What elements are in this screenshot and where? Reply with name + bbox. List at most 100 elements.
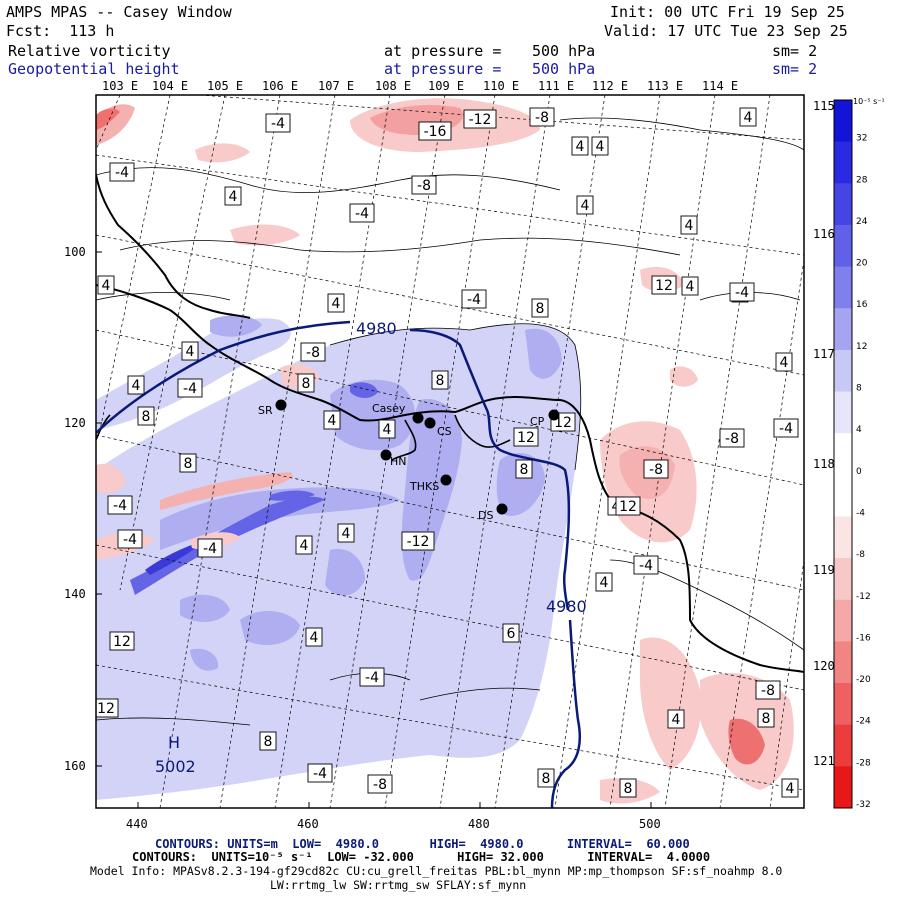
vorticity-label-box [781,778,799,798]
vorticity-label-text: -4 [203,541,217,557]
footer-model-physics: LW:rrtmg_lw SW:rrtmg_sw SFLAY:sf_mynn [270,878,527,892]
colorbar-swatch [834,266,852,309]
top-lon-label: 105 E [207,79,243,93]
vorticity-label-text: -16 [424,124,447,140]
init-time: Init: 00 UTC Fri 19 Sep 25 [610,3,845,21]
vorticity-label-box [775,352,793,372]
vorticity-label-box [137,406,155,426]
vorticity-label-box [349,203,375,223]
footer-height-high: HIGH= 4980.0 [429,837,524,851]
footer-vort-low: LOW= -32.000 [327,850,414,864]
vorticity-label-box [411,175,437,195]
top-lon-label: 114 E [702,79,738,93]
vorticity-label-box [359,667,385,687]
colorbar-frame [833,99,853,809]
top-lon-label: 112 E [592,79,628,93]
vorticity-label-text: 12 [619,499,637,515]
footer-height-low: LOW= 4980.0 [292,837,379,851]
vorticity-label-text: 12 [655,278,673,294]
vorticity-label-box [181,341,199,361]
field1-name: Relative vorticity [8,42,171,60]
vorticity-label-box [463,109,497,129]
colorbar-tick: -12 [856,592,871,602]
vorticity-label-text: 12 [97,701,115,717]
station-marker [548,409,560,421]
vorticity-label-text: -8 [373,777,387,793]
forecast-hour: Fcst: 113 h [6,22,115,40]
vorticity-label-box [96,698,119,718]
vorticity-label-box [259,731,277,751]
vorticity-label-box [643,459,669,479]
vorticity-label-text: -4 [355,206,369,222]
vorticity-label-text: -4 [639,558,653,574]
vorticity-label-box [757,708,775,728]
vorticity-label-box [755,680,781,700]
station-marker [275,399,287,411]
vorticity-label-box [109,162,135,182]
colorbar-swatch [834,100,852,143]
field1-pressure-label: at pressure = [384,42,502,60]
colorbar-swatch [834,433,852,476]
footer-height-label: CONTOURS: [155,837,221,851]
vorticity-label-box [615,496,641,516]
vorticity-label-box [224,186,242,206]
colorbar-tick: 16 [856,300,868,310]
vorticity-label-text: 4 [342,526,351,542]
vorticity-label-text: 8 [142,409,151,425]
vorticity-label-box [327,293,345,313]
vorticity-label-text: 8 [520,462,529,478]
vorticity-label-text: 8 [264,734,273,750]
high-pressure-symbol: H [168,733,180,752]
vorticity-label-box [300,342,326,362]
vorticity-labels: -4-16-12-84-44-844-4444-441244-884-48844… [96,107,799,798]
vorticity-label-box [502,623,520,643]
vorticity-label-box [177,378,203,398]
colorbar-tick: 12 [856,342,867,352]
vorticity-label-text: -4 [115,165,129,181]
valid-time: Valid: 17 UTC Tue 23 Sep 25 [604,22,848,40]
vorticity-label-text: -8 [725,431,739,447]
vorticity-label-box [378,419,396,439]
station-label: DS [478,509,493,522]
vorticity-label-box [265,113,291,133]
vorticity-label-text: -12 [469,112,492,128]
vorticity-label-text: 4 [685,218,694,234]
colorbar-tick: -16 [856,633,871,643]
field2-smoothing: sm= 2 [772,60,818,78]
top-lon-label: 109 E [428,79,464,93]
vorticity-label-text: 6 [507,626,516,642]
vorticity-label-text: 8 [436,373,445,389]
vorticity-label-box [515,459,533,479]
colorbar-tick: 24 [856,217,868,227]
height-label-4980-north: 4980 [356,319,397,338]
colorbar-tick: 4 [856,425,862,435]
footer-model-info: Model Info: MPASv8.2.3-194-gf29cd82c CU:… [90,864,783,878]
vorticity-label-box [197,538,223,558]
vorticity-label-text: 4 [780,355,789,371]
vorticity-12-patches [160,315,562,671]
vorticity-label-box [729,282,755,302]
vorticity-label-box [97,275,115,295]
footer-vort-label: CONTOURS: [132,850,198,864]
colorbar-swatch [834,391,852,434]
vorticity-label-box [337,523,355,543]
footer-height-interval: INTERVAL= 60.000 [566,837,690,851]
top-lon-label: 103 E [102,79,138,93]
vorticity-label-box [591,136,609,156]
station-label: Casey [372,402,406,415]
top-longitude-labels: 103 E 104 E 105 E 106 E 107 E 108 E 109 E 110 E… [102,79,738,93]
vorticity-label-text: -4 [113,498,127,514]
vorticity-label-box [571,136,589,156]
vorticity-label-text: 12 [554,415,572,431]
y-axis: 100 120 140 160 [64,245,102,773]
field2-pressure-label: at pressure = [384,60,502,78]
vorticity-label-text: 4 [786,781,795,797]
y-tick-label: 100 [64,245,86,259]
vorticity-label-text: -8 [535,110,549,126]
vorticity-label-box [667,709,685,729]
geopotential-height-contour [96,320,582,808]
vorticity-label-text: 12 [113,634,131,650]
vorticity-label-text: 8 [536,301,545,317]
footer-vorticity-contours: CONTOURS: UNITS=10⁻⁵ s⁻¹ LOW= -32.000 HI… [132,851,710,864]
